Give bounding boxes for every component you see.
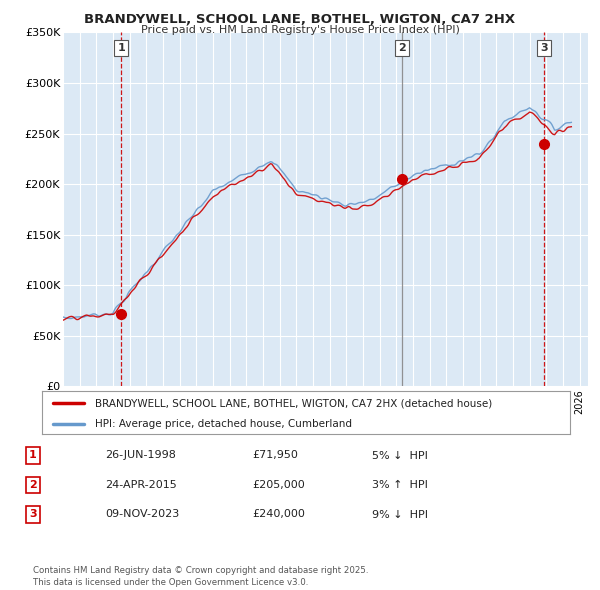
Text: 1: 1 <box>29 451 37 460</box>
Text: BRANDYWELL, SCHOOL LANE, BOTHEL, WIGTON, CA7 2HX: BRANDYWELL, SCHOOL LANE, BOTHEL, WIGTON,… <box>85 13 515 26</box>
Text: 24-APR-2015: 24-APR-2015 <box>105 480 177 490</box>
Text: 3: 3 <box>540 43 548 53</box>
Text: 5% ↓  HPI: 5% ↓ HPI <box>372 451 428 460</box>
Text: 3% ↑  HPI: 3% ↑ HPI <box>372 480 428 490</box>
Text: BRANDYWELL, SCHOOL LANE, BOTHEL, WIGTON, CA7 2HX (detached house): BRANDYWELL, SCHOOL LANE, BOTHEL, WIGTON,… <box>95 398 492 408</box>
Text: £240,000: £240,000 <box>252 510 305 519</box>
Text: 2: 2 <box>398 43 406 53</box>
Text: 9% ↓  HPI: 9% ↓ HPI <box>372 510 428 519</box>
Text: Contains HM Land Registry data © Crown copyright and database right 2025.
This d: Contains HM Land Registry data © Crown c… <box>33 566 368 587</box>
Text: 26-JUN-1998: 26-JUN-1998 <box>105 451 176 460</box>
Text: 3: 3 <box>29 510 37 519</box>
Text: 09-NOV-2023: 09-NOV-2023 <box>105 510 179 519</box>
Text: 2: 2 <box>29 480 37 490</box>
Text: £205,000: £205,000 <box>252 480 305 490</box>
Text: 1: 1 <box>117 43 125 53</box>
Text: HPI: Average price, detached house, Cumberland: HPI: Average price, detached house, Cumb… <box>95 419 352 430</box>
Text: £71,950: £71,950 <box>252 451 298 460</box>
Text: Price paid vs. HM Land Registry's House Price Index (HPI): Price paid vs. HM Land Registry's House … <box>140 25 460 35</box>
